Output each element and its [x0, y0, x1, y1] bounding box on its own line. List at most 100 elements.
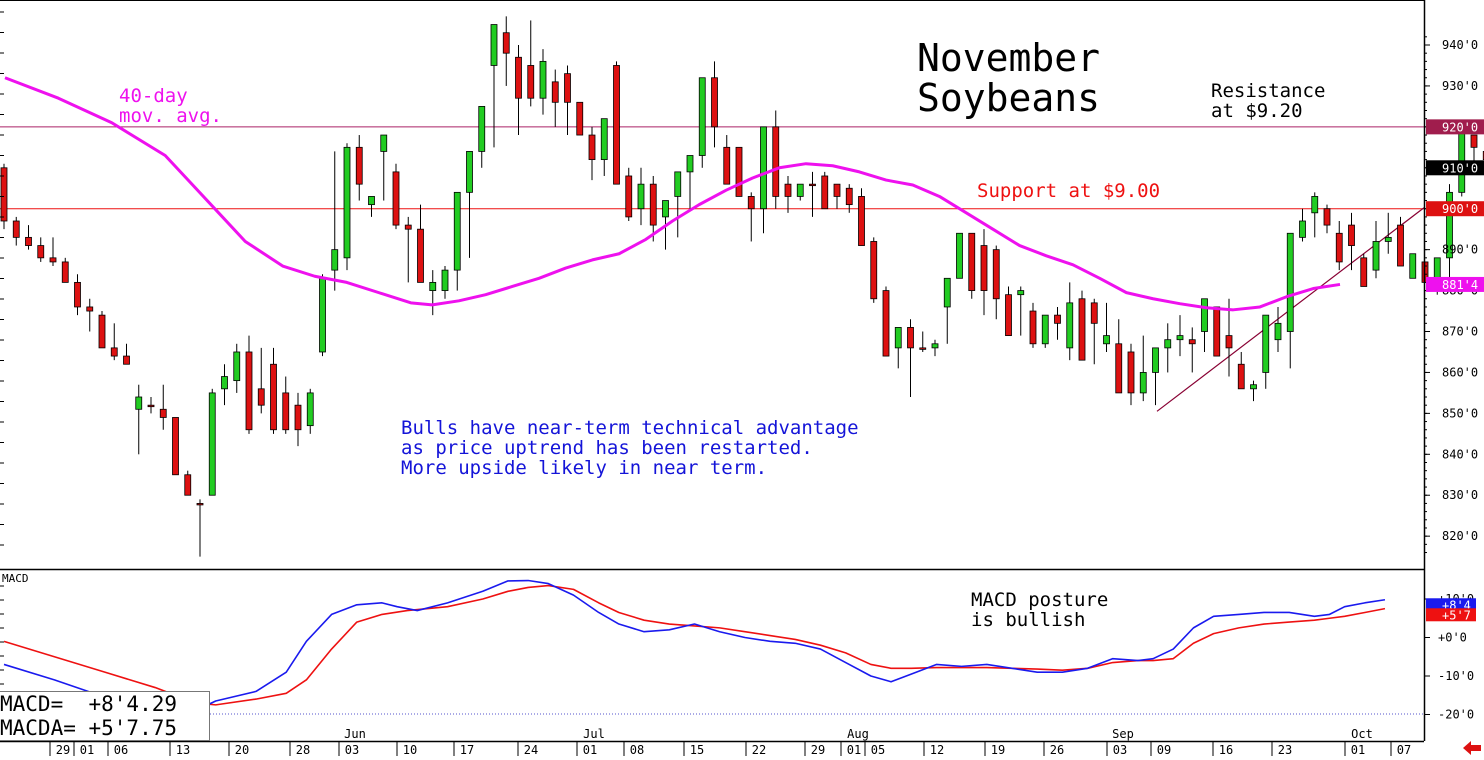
title-line-1: November [917, 36, 1101, 80]
candle-body [735, 146, 743, 197]
candle [208, 388, 216, 496]
candle [723, 135, 731, 185]
candle [943, 277, 951, 344]
candle [74, 274, 81, 316]
candle [747, 192, 755, 242]
candle [760, 126, 767, 234]
candle-body [1139, 372, 1147, 394]
candle [649, 175, 657, 242]
candle-body [294, 404, 302, 431]
candle-body [147, 404, 155, 408]
commentary-line-3: More upside likely in near term. [401, 457, 768, 479]
price-badge: 900'0 [1426, 201, 1484, 217]
candle-body [1262, 314, 1270, 373]
candle-body [760, 126, 767, 210]
candle [1103, 302, 1110, 352]
candle [894, 327, 902, 369]
candle [37, 237, 45, 262]
candle-body [343, 146, 351, 259]
candle [306, 388, 314, 434]
price-badge-bg [1426, 119, 1484, 135]
candle-body [429, 281, 437, 291]
price-tick-label: 830'0 [1442, 488, 1478, 502]
candle [466, 151, 473, 258]
resistance-label-line-1: Resistance [1211, 80, 1326, 102]
macd-tick-label: +0'0 [1438, 631, 1467, 645]
candle [1164, 323, 1172, 373]
candle-body [257, 388, 265, 406]
candle [98, 311, 106, 349]
time-tick-label: 24 [524, 743, 538, 757]
candle [992, 245, 1000, 320]
candle-body [1041, 314, 1049, 345]
time-tick-label: 26 [1050, 743, 1064, 757]
candle-body [1274, 322, 1282, 341]
commentary-line-2: as price uptrend has been restarted. [401, 437, 813, 459]
candle-body [784, 183, 792, 197]
candle-body [196, 503, 204, 506]
candle [956, 232, 963, 279]
candle [1090, 298, 1098, 365]
candle [270, 347, 277, 434]
candle-body [747, 196, 755, 210]
candle [870, 237, 878, 303]
time-tick-label: 01 [80, 743, 94, 757]
candle-body [478, 105, 486, 152]
candle-body [1237, 363, 1245, 390]
price-tick-label: 940'0 [1442, 38, 1478, 52]
candle [245, 335, 253, 434]
time-tick-label: 07 [1397, 743, 1411, 757]
resistance-label: Resistance at $9.20 [1211, 81, 1325, 121]
candle [429, 270, 437, 316]
candle [882, 286, 890, 357]
macd-tick-label: -10'0 [1438, 669, 1474, 683]
ma-label-line-2: mov. avg. [119, 105, 222, 127]
macd-value: MACD= +8'4.29 [0, 692, 178, 716]
candle [294, 392, 302, 447]
price-badge: 881'4 [1426, 276, 1484, 292]
candle-body [123, 355, 130, 365]
candle [1225, 298, 1233, 377]
candle-body [980, 245, 988, 291]
macd-panel-title: MACD [2, 572, 29, 585]
time-tick-label: 05 [871, 743, 885, 757]
candle-body [637, 183, 645, 210]
candle-body [907, 327, 914, 349]
candle-body [74, 281, 81, 308]
commentary-line-1: Bulls have near-term technical advantage [401, 417, 859, 439]
candle [172, 417, 179, 476]
candle-body [1299, 220, 1306, 238]
candle-body [588, 134, 596, 161]
price-tick-label: 870'0 [1442, 325, 1478, 339]
candle-body [184, 474, 192, 496]
candle-body [172, 417, 179, 476]
macd-commentary: MACD posture is bullish [971, 590, 1108, 630]
candle-body [1188, 339, 1196, 345]
candle [355, 135, 363, 201]
candle-body [613, 65, 620, 185]
candle [809, 171, 816, 217]
chart-title: November Soybeans [917, 38, 1100, 118]
candle-body [1250, 384, 1257, 390]
candle-body [282, 392, 290, 431]
price-badge-bg [1426, 160, 1484, 176]
candle-body [135, 396, 143, 410]
candle-body [1176, 335, 1184, 341]
candle [1250, 380, 1257, 402]
candle [784, 175, 792, 213]
candle [588, 126, 596, 181]
candle [86, 298, 94, 332]
candle-body [61, 261, 69, 283]
candle [49, 237, 57, 267]
candle-body [404, 224, 412, 230]
candle-body [698, 77, 706, 156]
support-label: Support at $9.00 [977, 180, 1161, 202]
candle-body [98, 314, 106, 349]
left-arrow-icon[interactable] [1462, 740, 1482, 756]
candle-body [686, 155, 694, 173]
candle [600, 118, 608, 176]
candle-body [600, 118, 608, 161]
macd-commentary-line-2: is bullish [971, 609, 1086, 631]
month-label: Sep [1112, 727, 1134, 741]
